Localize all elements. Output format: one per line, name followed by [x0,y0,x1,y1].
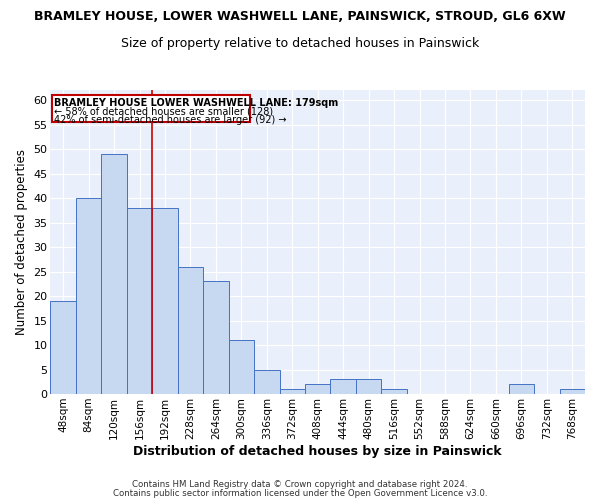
Bar [203,282,229,394]
Bar [76,198,101,394]
Bar [229,340,254,394]
X-axis label: Distribution of detached houses by size in Painswick: Distribution of detached houses by size … [133,444,502,458]
Text: BRAMLEY HOUSE LOWER WASHWELL LANE: 179sqm: BRAMLEY HOUSE LOWER WASHWELL LANE: 179sq… [54,98,338,108]
Text: Contains HM Land Registry data © Crown copyright and database right 2024.: Contains HM Land Registry data © Crown c… [132,480,468,489]
Bar [509,384,534,394]
Y-axis label: Number of detached properties: Number of detached properties [15,150,28,336]
Bar [254,370,280,394]
Bar [331,380,356,394]
Bar [152,208,178,394]
Bar [382,389,407,394]
Bar [356,380,382,394]
Bar [305,384,331,394]
Text: BRAMLEY HOUSE, LOWER WASHWELL LANE, PAINSWICK, STROUD, GL6 6XW: BRAMLEY HOUSE, LOWER WASHWELL LANE, PAIN… [34,10,566,23]
Bar [560,389,585,394]
Bar [101,154,127,394]
FancyBboxPatch shape [52,96,250,122]
Text: Size of property relative to detached houses in Painswick: Size of property relative to detached ho… [121,38,479,51]
Text: 42% of semi-detached houses are larger (92) →: 42% of semi-detached houses are larger (… [54,116,287,126]
Text: Contains public sector information licensed under the Open Government Licence v3: Contains public sector information licen… [113,488,487,498]
Bar [50,301,76,394]
Bar [127,208,152,394]
Bar [280,389,305,394]
Bar [178,267,203,394]
Text: ← 58% of detached houses are smaller (128): ← 58% of detached houses are smaller (12… [54,106,274,117]
